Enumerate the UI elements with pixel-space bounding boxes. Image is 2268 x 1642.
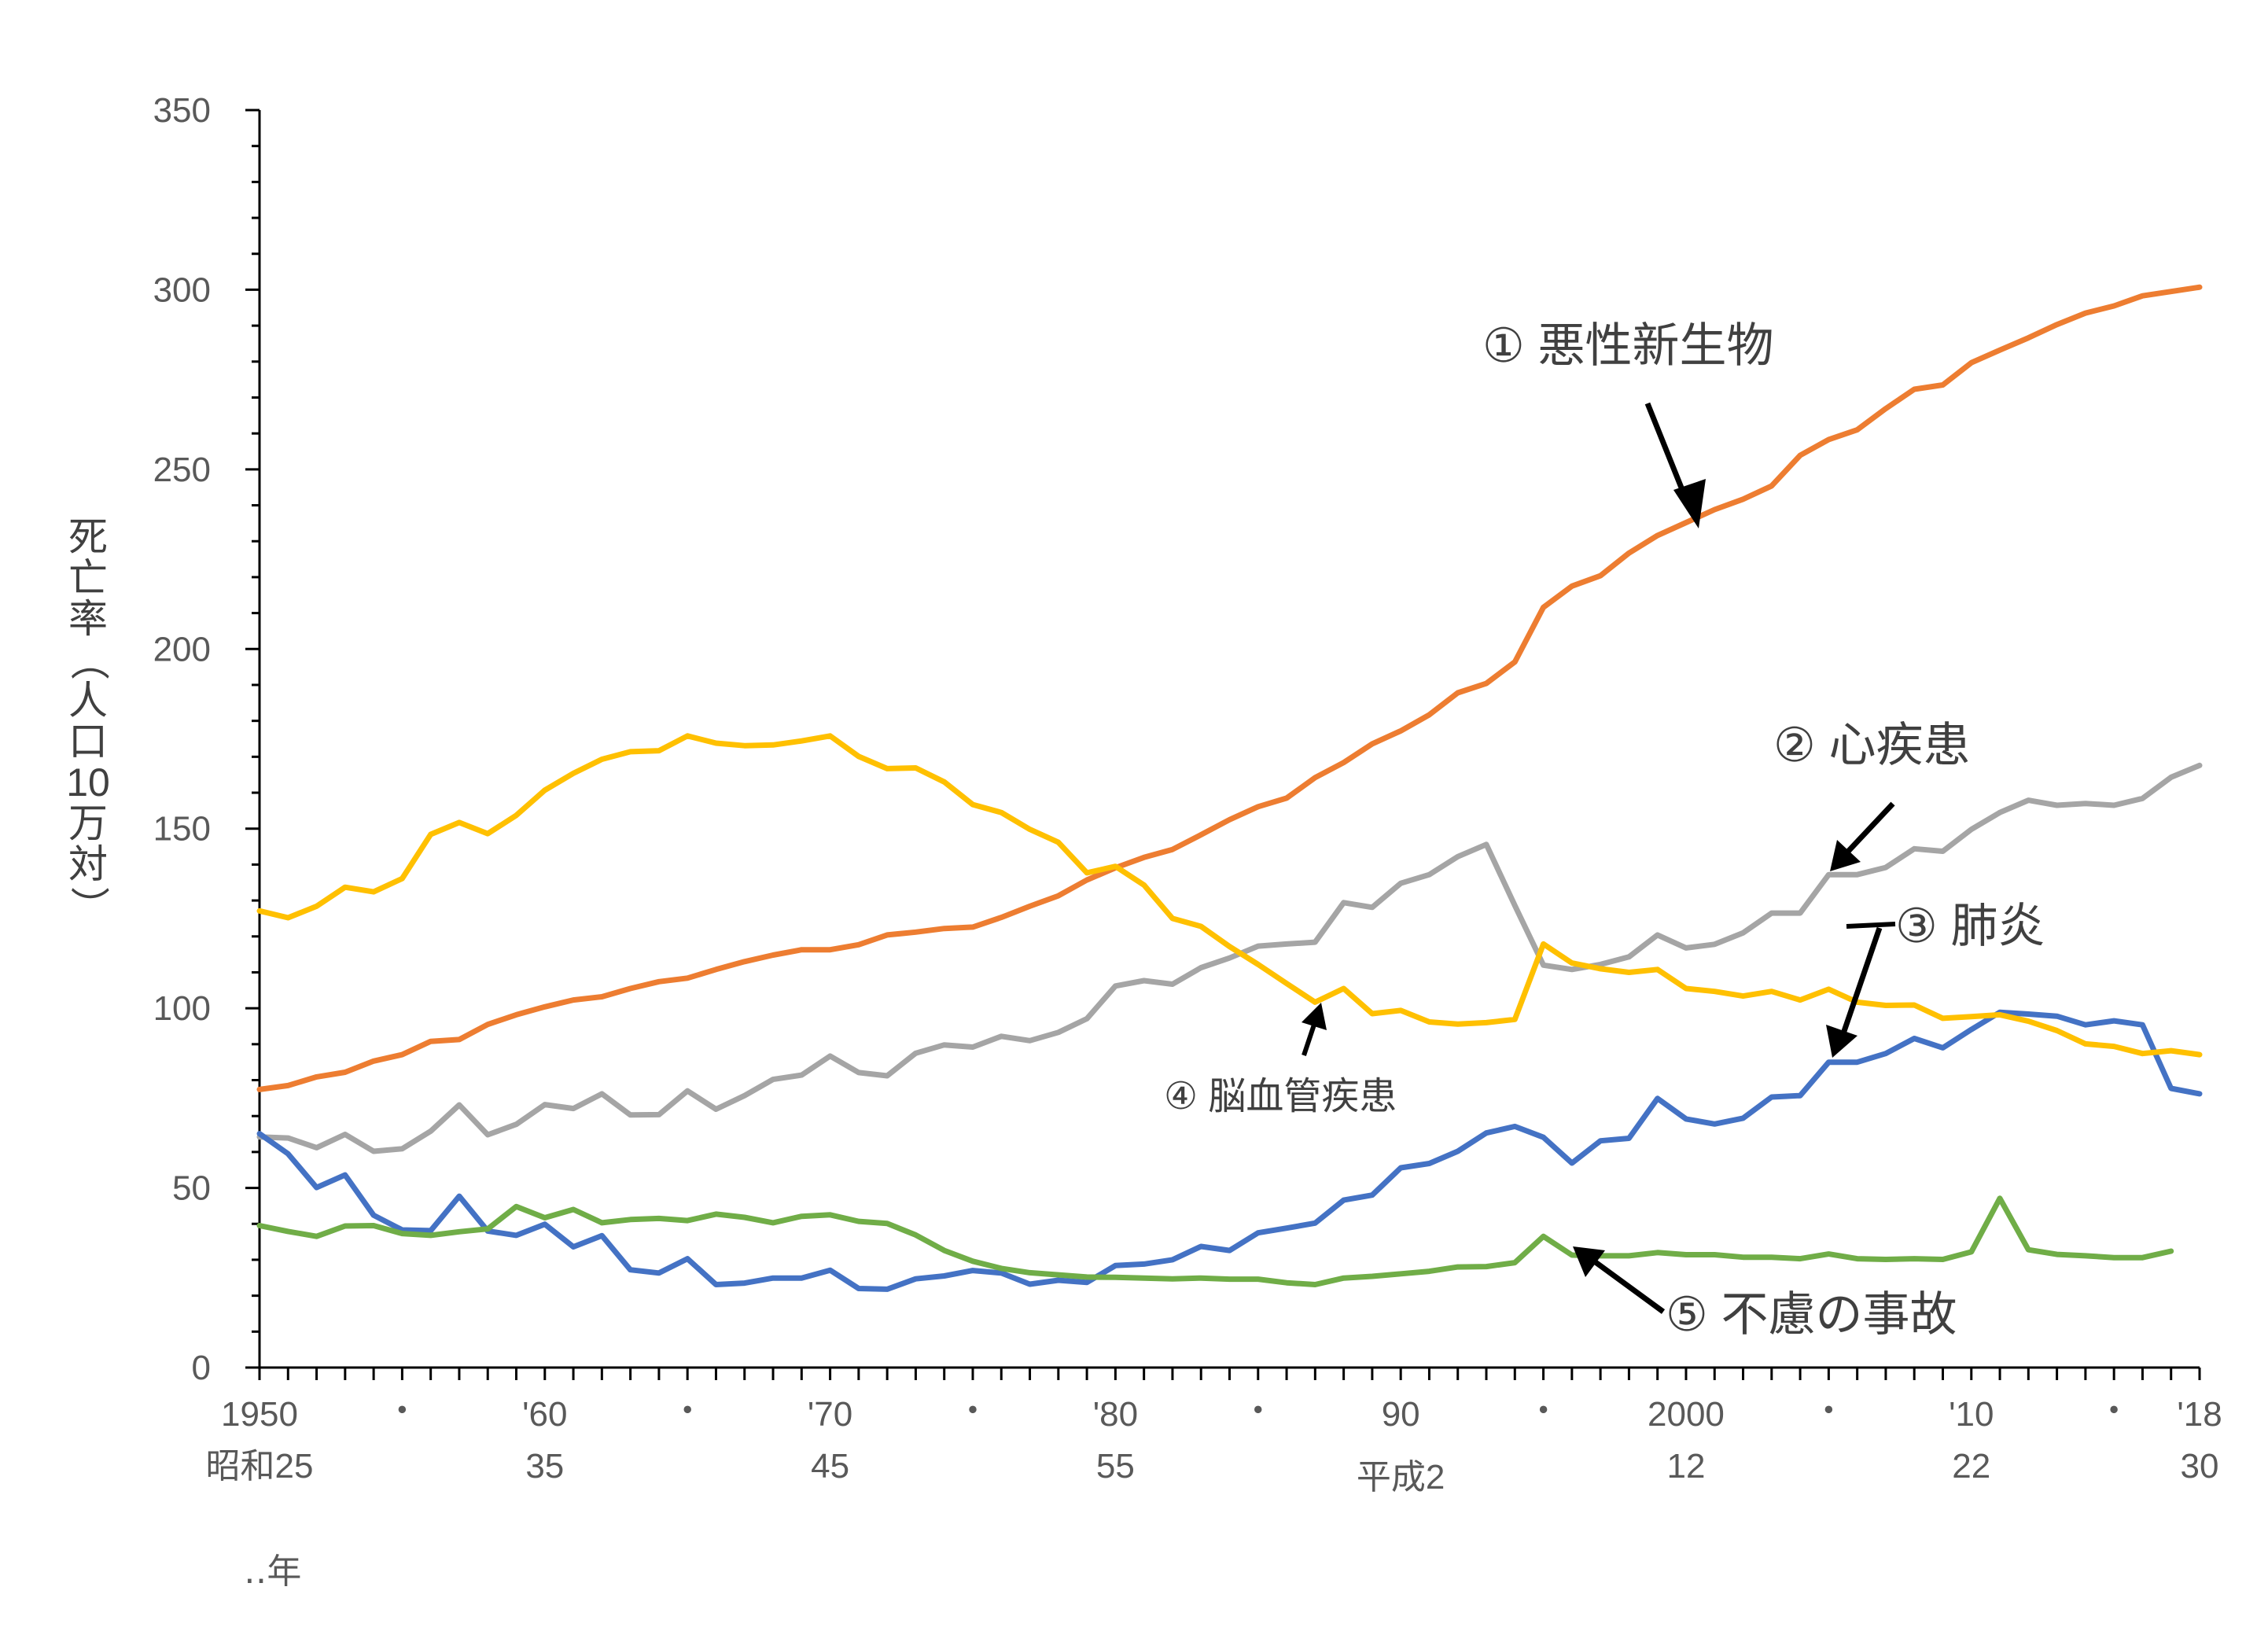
x-tick-label: 90	[1382, 1395, 1420, 1434]
x-tick-label: '10	[1949, 1395, 1994, 1434]
y-tick-label: 350	[153, 91, 211, 130]
x-tick-label: '70	[808, 1395, 852, 1434]
x-unit-label: ‥年	[244, 1552, 301, 1591]
y-axis-label-char: 対	[68, 842, 108, 886]
x-tick-era-label: 55	[1096, 1447, 1135, 1486]
series-line-1	[256, 284, 2203, 1092]
x-tick-dot: ・	[1811, 1392, 1846, 1430]
x-tick-dot: ・	[2097, 1392, 2131, 1430]
x-tick-label: 2000	[1648, 1395, 1725, 1434]
y-tick-label: 250	[153, 451, 211, 489]
series-lines	[256, 284, 2203, 1292]
annotation-malignant-neoplasm: ① 悪性新生物	[1482, 319, 1773, 528]
y-tick-label: 100	[153, 989, 211, 1028]
y-axis-label-char: ）	[67, 886, 111, 926]
series-line-5	[256, 1195, 2174, 1287]
y-axis-label-char: 万	[68, 801, 108, 845]
annotation-heart-disease: ② 心疾患	[1773, 719, 1970, 871]
y-axis-label-char: （	[67, 641, 111, 680]
annotation-cerebrovascular: ④ 脳血管疾患	[1164, 1003, 1397, 1117]
x-tick-label: '60	[522, 1395, 567, 1434]
x-tick-dot: ・	[670, 1392, 705, 1430]
annotation-arrow-pneumonia	[1846, 922, 1896, 929]
x-tick-era-label: 12	[1666, 1447, 1705, 1486]
annotation-arrow-heart-disease	[1842, 801, 1895, 858]
y-tick-label: 200	[153, 630, 211, 668]
x-tick-dot: ・	[1526, 1392, 1561, 1430]
annotation-arrowhead-cerebrovascular	[1302, 1003, 1327, 1030]
y-axis-label-char: 亡	[68, 556, 108, 600]
x-tick-era-label: 昭和25	[206, 1447, 314, 1486]
y-tick-label: 50	[172, 1169, 211, 1208]
x-tick-dot: ・	[385, 1392, 419, 1430]
annotation-label-heart-disease: ② 心疾患	[1773, 719, 1970, 771]
y-axis-label-char: 10	[66, 760, 110, 804]
annotation-pneumonia: ③ 肺炎	[1826, 900, 2045, 1058]
x-tick-era-label: 22	[1952, 1447, 1990, 1486]
annotation-arrow-cerebrovascular	[1302, 1022, 1317, 1056]
x-tick-era-label: 45	[811, 1447, 849, 1486]
annotation-label-accidents: ⑤ 不慮の事故	[1666, 1288, 1957, 1341]
series-line-2	[256, 762, 2203, 1154]
x-tick-label: 1950	[221, 1395, 298, 1434]
annotation-arrowhead-heart-disease	[1830, 840, 1861, 871]
annotation-arrow-accidents	[1588, 1256, 1666, 1314]
x-tick-era-label: 30	[2181, 1447, 2219, 1486]
annotation-label-pneumonia: ③ 肺炎	[1895, 900, 2045, 952]
y-axis-label-char: 率	[68, 597, 108, 641]
y-axis-ticks: 0 50 100 150 200 250 300 350	[153, 91, 260, 1387]
annotation-arrowhead-accidents	[1573, 1246, 1605, 1277]
annotation-label-malignant-neoplasm: ① 悪性新生物	[1482, 319, 1773, 372]
x-tick-label: '80	[1093, 1395, 1138, 1434]
annotation-label-cerebrovascular: ④ 脳血管疾患	[1164, 1076, 1397, 1117]
annotation-arrow-pneumonia-stem	[1839, 926, 1883, 1040]
x-tick-era-label: 35	[525, 1447, 564, 1486]
y-tick-label: 300	[153, 271, 211, 309]
x-axis-ticks: 1950 昭和25 ・ '60 35 ・ '70 45 ・ '80 55 ・ 90 平成2 ・ 2000 12 ・…	[206, 1368, 2222, 1497]
y-tick-label: 150	[153, 810, 211, 849]
y-tick-label: 0	[192, 1349, 211, 1387]
annotation-arrowhead-malignant-neoplasm	[1673, 479, 1706, 528]
series-line-3	[256, 1009, 2203, 1292]
x-tick-era-label: 平成2	[1357, 1458, 1445, 1497]
x-tick-dot: ・	[1241, 1392, 1276, 1430]
y-axis-label-char: 口	[68, 720, 108, 764]
x-tick-label: '18	[2177, 1395, 2222, 1434]
y-axis-label-char: 死	[68, 515, 108, 559]
y-axis-label-char: 人	[68, 679, 108, 723]
annotation-arrowhead-pneumonia	[1826, 1025, 1857, 1058]
annotation-accidents: ⑤ 不慮の事故	[1573, 1246, 1957, 1341]
x-tick-dot: ・	[955, 1392, 990, 1430]
series-line-4	[256, 733, 2203, 1058]
